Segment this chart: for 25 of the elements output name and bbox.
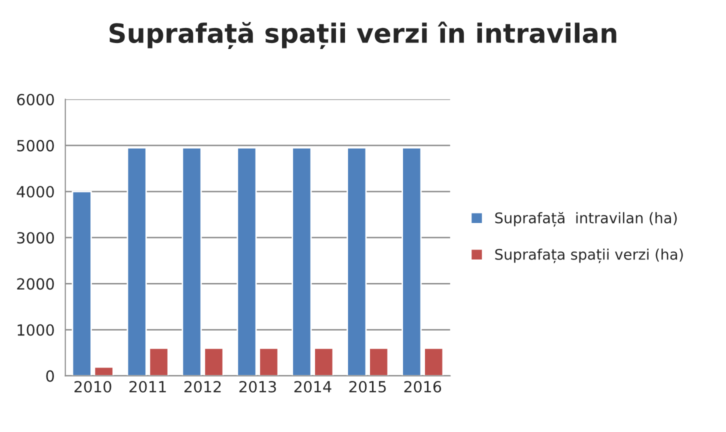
y-tick-label: 6000 — [17, 94, 54, 106]
legend-label: Suprafața spații verzi (ha) — [495, 248, 683, 264]
x-tick-label: 2013 — [239, 380, 276, 393]
x-tick-label: 2015 — [349, 380, 386, 393]
x-tick-label: 2011 — [129, 380, 166, 393]
y-tick-label: 5000 — [17, 140, 54, 152]
bar — [368, 347, 389, 376]
x-tick-label: 2010 — [74, 380, 112, 393]
x-tick-label: 2014 — [294, 380, 332, 393]
x-tick-label: 2012 — [184, 380, 221, 393]
y-tick-label: 0 — [46, 370, 54, 382]
chart-title: Suprafață spații verzi în intravilan — [110, 22, 616, 50]
bar — [424, 347, 444, 376]
bar — [94, 366, 114, 376]
bar — [72, 190, 92, 376]
bar — [346, 147, 367, 376]
x-tick-label: 2016 — [404, 380, 442, 393]
y-tick-label: 1000 — [18, 324, 54, 336]
bar — [314, 347, 334, 376]
y-tick-label: 4000 — [16, 186, 54, 198]
y-tick-label: 3000 — [17, 232, 54, 244]
y-tick-label: 2000 — [17, 278, 54, 290]
legend-label: Suprafață intravilan (ha) — [495, 212, 677, 227]
bar — [402, 147, 422, 376]
bar — [292, 147, 312, 376]
